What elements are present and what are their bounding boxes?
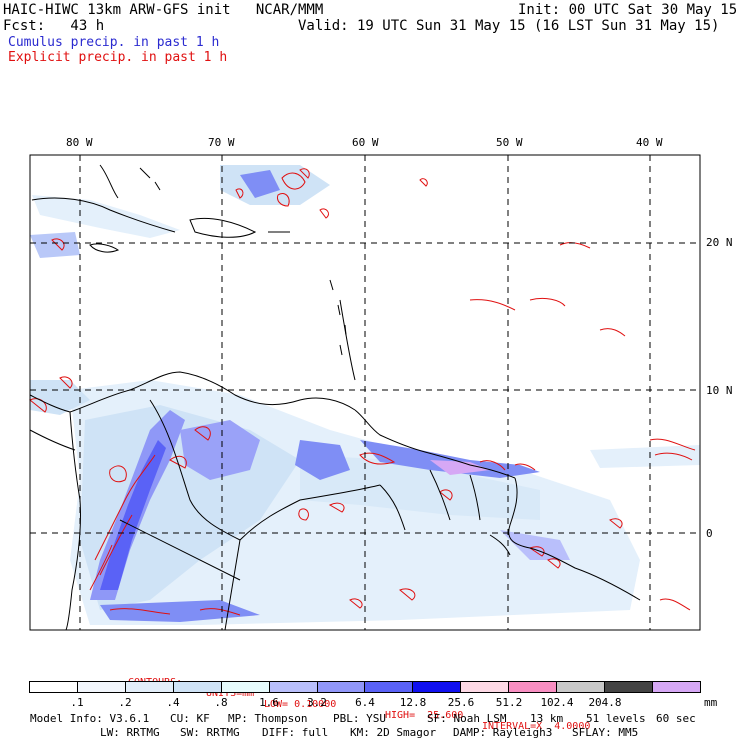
model-info-diff: DIFF: full [262,726,329,739]
contours-high: HIGH= 25.600 [385,710,464,721]
color-bar-tick-label: 25.6 [447,696,475,709]
map-frame [29,154,701,631]
color-bar [29,681,701,693]
model-info-mp: MP: Thompson [228,712,308,725]
color-bar-swatch [30,682,78,692]
model-info-version: Model Info: V3.6.1 [30,712,150,725]
color-bar-tick-label: .2 [118,696,132,709]
lat-label-10n: 10 N [706,384,733,397]
model-info-km: KM: 2D Smagor [350,726,437,739]
model-info-cu: CU: KF [170,712,210,725]
color-bar-swatch [269,682,318,692]
model-info-sf: SF: Noah LSM [427,712,507,725]
color-bar-swatch [125,682,174,692]
graticule [30,155,700,630]
color-bar-tick-label: .4 [166,696,180,709]
color-bar-swatch [317,682,366,692]
lat-label-0: 0 [706,527,713,540]
color-bar-swatch [365,682,414,692]
color-bar-tick-label: 51.2 [495,696,523,709]
color-bar-tick-label: 1.6 [259,696,279,709]
color-bar-swatch [461,682,510,692]
lon-label-50w: 50 W [496,136,523,149]
color-bar-tick-label: 12.8 [399,696,427,709]
coastlines [29,164,641,631]
color-bar-unit: mm [704,696,718,709]
model-title: HAIC-HIWC 13km ARW-GFS init NCAR/MMM [3,2,324,18]
lon-label-70w: 70 W [208,136,235,149]
color-bar-tick-label: 6.4 [355,696,375,709]
color-bar-swatch [557,682,606,692]
color-bar-swatch [173,682,222,692]
lon-label-60w: 60 W [352,136,379,149]
init-time: Init: 00 UTC Sat 30 May 15 [518,2,738,18]
color-bar-tick-label: 3.2 [307,696,327,709]
explicit-precip-contours [29,168,696,616]
color-bar-tick-label: 102.4 [540,696,574,709]
model-info-damp: DAMP: Rayleigh3 [453,726,553,739]
color-bar-tick-label: .1 [70,696,84,709]
contours-units: UNITS=mm [206,688,255,699]
model-info-sw: SW: RRTMG [180,726,240,739]
model-info-sflay: SFLAY: MM5 [572,726,639,739]
model-info-pbl: PBL: YSU [333,712,386,725]
field-explicit-label: Explicit precip. in past 1 h [8,50,228,65]
color-bar-swatch [77,682,126,692]
contours-low: LOW= 0.10000 [264,699,337,710]
cumulus-precip-shading [30,165,700,625]
valid-time: Valid: 19 UTC Sun 31 May 15 (16 LST Sun … [298,18,720,34]
lat-label-20n: 20 N [706,236,733,249]
model-info-step: 60 sec [656,712,696,725]
forecast-hour: Fcst: 43 h [3,18,105,34]
model-info-levels: 51 levels [586,712,646,725]
color-bar-swatch [509,682,558,692]
lon-label-80w: 80 W [66,136,93,149]
color-bar-swatch [652,682,700,692]
color-bar-swatch [605,682,653,692]
color-bar-swatch [221,682,270,692]
field-cumulus-label: Cumulus precip. in past 1 h [8,35,220,50]
color-bar-tick-label: .8 [214,696,228,709]
contours-interval: INTERVAL=X 4.0000 [482,721,591,732]
lon-label-40w: 40 W [636,136,663,149]
model-info-lw: LW: RRTMG [100,726,160,739]
color-bar-swatch [413,682,462,692]
color-bar-tick-label: 204.8 [588,696,622,709]
model-info-res: 13 km [530,712,564,725]
